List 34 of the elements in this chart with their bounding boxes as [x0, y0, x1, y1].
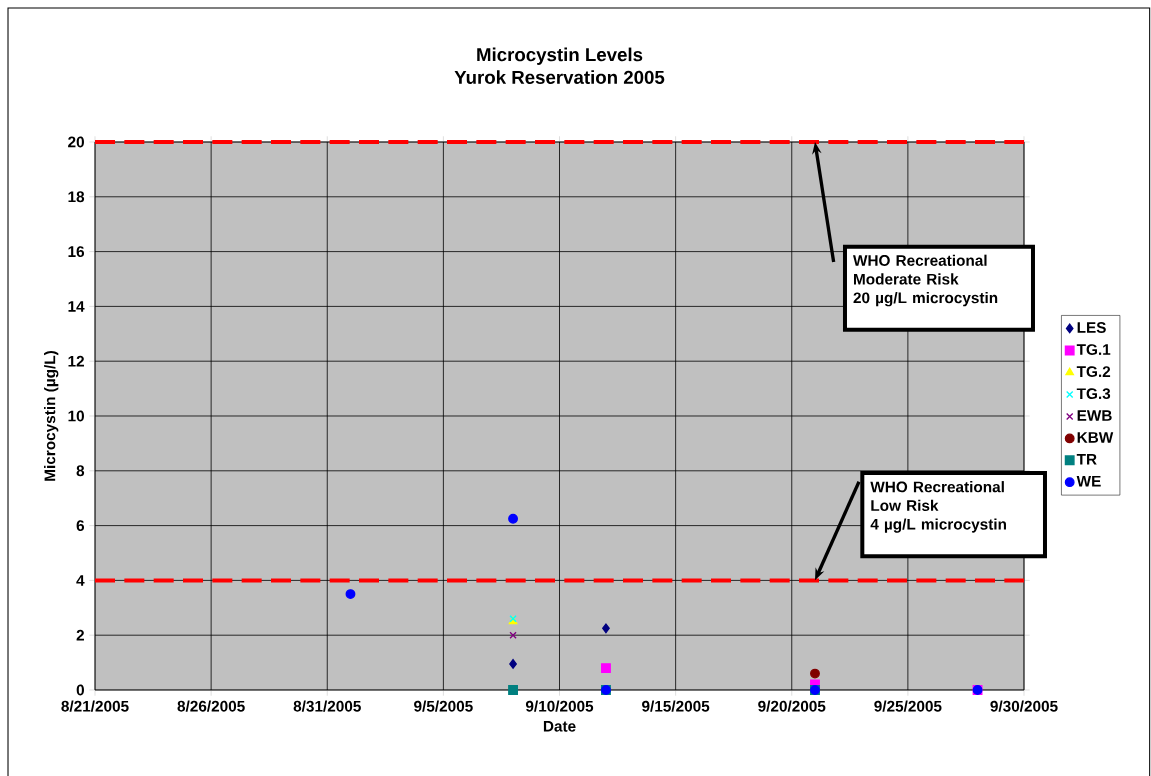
x-tick-label: 9/25/2005 [874, 700, 942, 712]
x-axis-title: Date [543, 720, 576, 732]
y-axis-title: Microcystin (µg/L) [44, 351, 59, 481]
y-tick-label: 12 [68, 355, 84, 367]
y-tick-label: 6 [76, 520, 85, 532]
x-tick-label: 8/21/2005 [61, 700, 129, 712]
legend-label: TR [1076, 454, 1097, 465]
y-tick-label: 8 [76, 465, 85, 477]
legend-label: KBW [1077, 432, 1114, 443]
y-tick-label: 4 [76, 575, 85, 586]
chart-title: Microcystin Levels [477, 47, 643, 65]
legend-label: TG.2 [1076, 366, 1111, 378]
legend-label: LES [1077, 322, 1106, 333]
legend-label: WE [1076, 475, 1101, 487]
x-tick-label: 8/31/2005 [293, 700, 361, 712]
y-tick-label: 20 [68, 136, 84, 148]
y-tick-label: 14 [68, 301, 85, 312]
x-tick-label: 9/15/2005 [642, 700, 710, 712]
legend-label: TG.1 [1076, 344, 1111, 355]
x-tick-label: 9/30/2005 [990, 700, 1058, 712]
legend-label: TG.3 [1076, 388, 1111, 400]
y-tick-label: 0 [76, 684, 84, 696]
y-tick-label: 10 [68, 410, 84, 422]
y-tick-label: 18 [68, 191, 85, 203]
x-tick-label: 9/5/2005 [414, 700, 473, 712]
chart-subtitle: Yurok Reservation 2005 [454, 70, 665, 84]
x-tick-label: 9/20/2005 [758, 700, 826, 712]
y-tick-label: 2 [76, 629, 84, 641]
x-tick-label: 8/26/2005 [177, 700, 245, 712]
legend-label: EWB [1077, 410, 1112, 421]
x-tick-label: 9/10/2005 [525, 700, 594, 712]
annotation: WHO Recreational Low Risk 4 µg/L microcystin [870, 481, 1006, 533]
y-tick-label: 16 [68, 246, 85, 258]
annotation: WHO Recreational Moderate Risk 20 µg/L microcystin [853, 254, 998, 307]
